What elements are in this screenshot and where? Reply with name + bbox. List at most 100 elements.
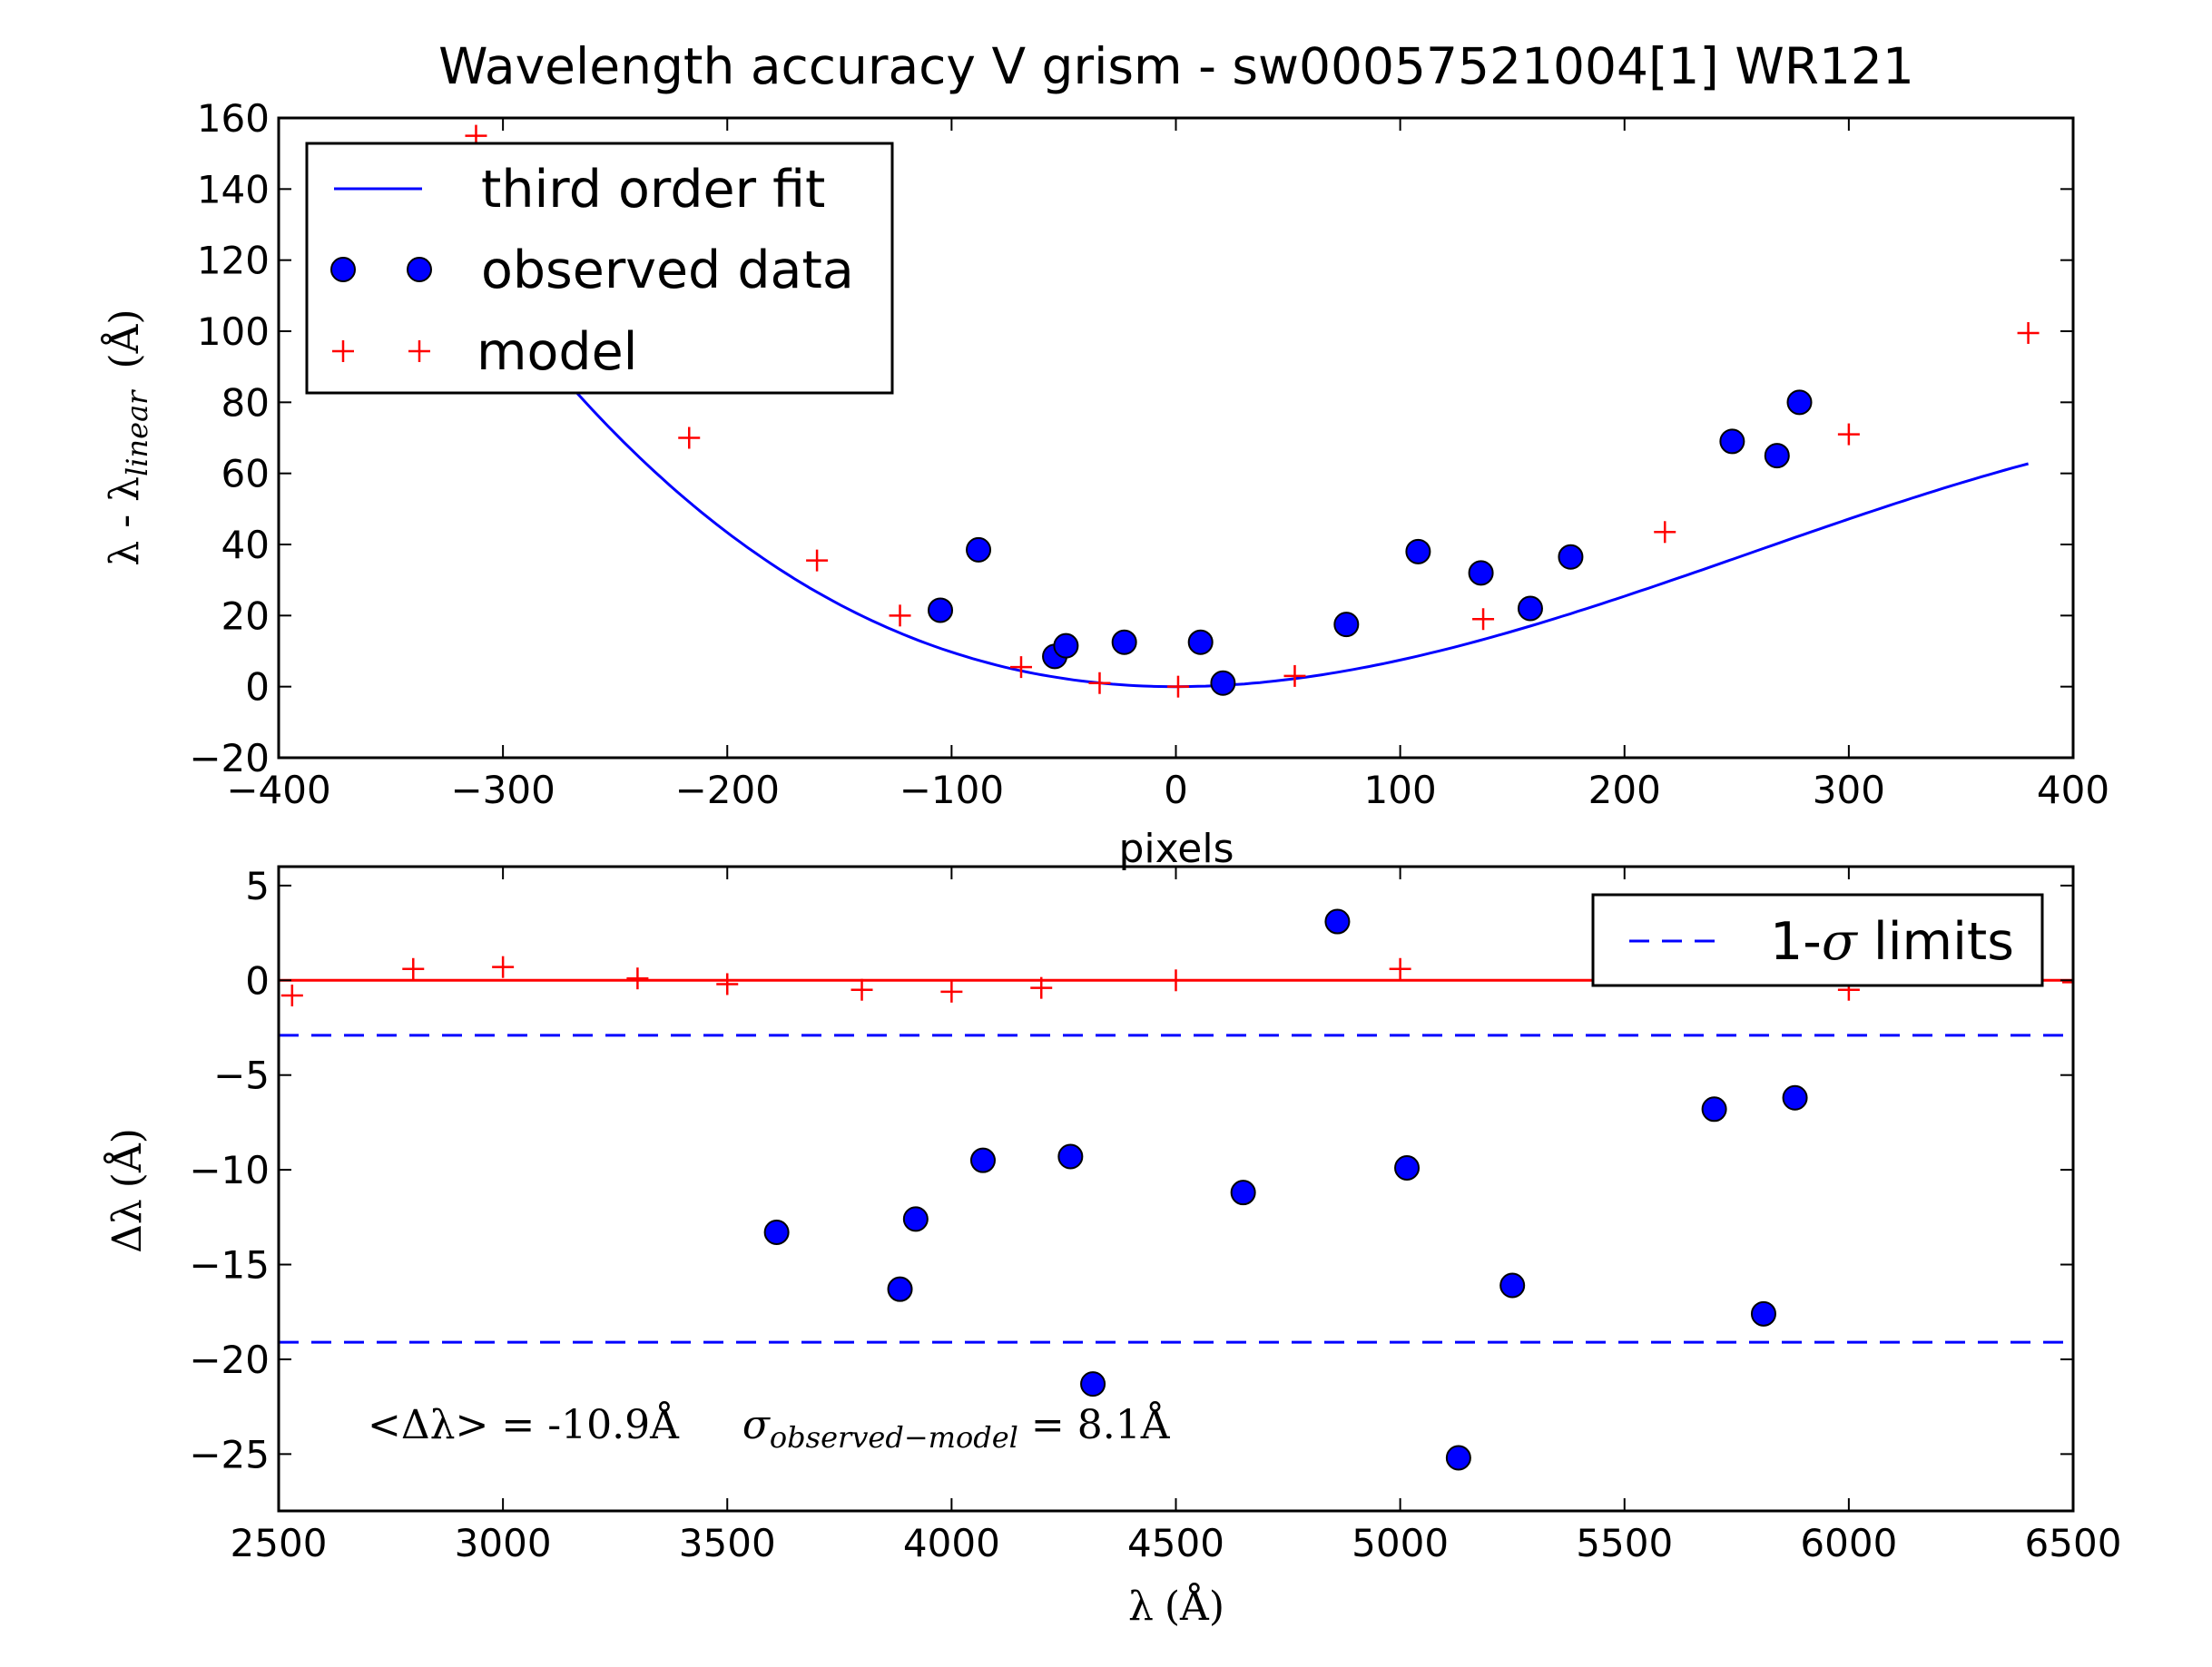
residual-model-point-9 [1389, 957, 1411, 980]
bottom-xtick-label-0: 2500 [231, 1521, 328, 1565]
residual-model-point-6 [940, 980, 963, 1003]
model-point-4 [1009, 656, 1032, 679]
top-x-axis-label: pixels [1118, 826, 1234, 872]
top-xtick-label-2: −200 [675, 768, 780, 812]
model-point-2 [806, 549, 829, 572]
residual-observed-point-7 [1324, 908, 1351, 935]
observed-point-4 [1111, 629, 1137, 655]
third-order-fit-line [475, 267, 2029, 689]
top-ytick-label-9: 160 [197, 96, 270, 141]
residual-model-point-5 [850, 978, 873, 1001]
bottom-xtick-label-4: 4500 [1127, 1521, 1224, 1565]
model-point-10 [1837, 423, 1860, 446]
residual-model-point-2 [492, 956, 515, 978]
observed-point-3 [1053, 632, 1079, 659]
observed-point-8 [1405, 538, 1431, 564]
bottom-xtick-label-5: 5000 [1352, 1521, 1449, 1565]
top-axes-frame [277, 116, 2075, 760]
residual-observed-point-0 [763, 1220, 790, 1246]
bottom-y-axis-label: Δλ (Å) [103, 1128, 151, 1253]
bottom-ytick-label-5: 0 [245, 958, 270, 1003]
top-ytick-label-2: 20 [221, 593, 270, 638]
model-point-3 [889, 604, 911, 627]
bottom-ticks: 2500 3000 3500 4000 4500 5000 5500 6000 6500 −25 −… [189, 864, 2121, 1565]
residual-observed-point-10 [1499, 1272, 1526, 1299]
top-legend-box [305, 142, 894, 395]
legend-fit-label: third order fit [481, 160, 825, 220]
bottom-xtick-label-1: 3000 [455, 1521, 552, 1565]
legend-model-marker-1 [332, 340, 354, 362]
legend-sigma-post: limits [1857, 912, 2014, 972]
sigma-value-text: = 8.1Å [1018, 1400, 1171, 1448]
bottom-ytick-label-3: −10 [189, 1148, 270, 1192]
top-xtick-label-6: 200 [1588, 768, 1661, 812]
bottom-xtick-label-3: 4000 [903, 1521, 1000, 1565]
residual-observed-point-13 [1782, 1084, 1808, 1111]
bottom-ytick-label-1: −20 [189, 1338, 270, 1382]
model-point-5 [1088, 672, 1111, 694]
residual-model-point-1 [402, 957, 425, 980]
model-point-9 [1654, 521, 1676, 544]
sigma-symbol: σ [742, 1402, 772, 1448]
bottom-ytick-label-4: −5 [213, 1054, 270, 1098]
top-y-label-sub: linear [120, 389, 154, 476]
residual-observed-point-2 [902, 1206, 929, 1232]
svg-text:λ - λlinear(Å): λ - λlinear (Å) [100, 309, 154, 565]
top-xtick-label-7: 300 [1813, 768, 1885, 812]
top-ticks: −400 −300 −200 −100 0 100 200 300 400−2002040608… [189, 96, 2109, 812]
legend-model-label: model [477, 322, 638, 382]
residual-model-point-0 [280, 985, 303, 1006]
top-ytick-label-8: 140 [197, 167, 270, 211]
mean-offset-text: <Δλ> = -10.9Å [368, 1400, 680, 1448]
observed-point-1 [966, 536, 992, 563]
residual-observed-point-4 [1057, 1143, 1084, 1170]
bottom-xtick-label-8: 6500 [2025, 1521, 2122, 1565]
model-point-8 [1472, 608, 1495, 631]
bottom-x-axis-label: λ (Å) [1128, 1582, 1224, 1630]
observed-point-7 [1333, 612, 1360, 638]
bottom-ytick-label-0: −25 [189, 1432, 270, 1476]
svg-text:λ(Å): λ (Å) [1128, 1582, 1224, 1630]
bottom-xtick-label-6: 5500 [1576, 1521, 1673, 1565]
top-xtick-label-5: 100 [1364, 768, 1437, 812]
top-ytick-label-5: 80 [221, 380, 270, 425]
top-ytick-label-7: 120 [197, 239, 270, 283]
observed-point-13 [1764, 443, 1790, 469]
residual-observed-point-9 [1445, 1445, 1471, 1471]
observed-point-9 [1468, 560, 1494, 586]
top-xtick-label-1: −300 [450, 768, 555, 812]
model-point-1 [678, 427, 701, 449]
top-ytick-label-6: 100 [197, 309, 270, 354]
residual-model-point-11 [2062, 971, 2073, 994]
top-xtick-label-3: −100 [900, 768, 1004, 812]
statistics-annotation: <Δλ> = -10.9Å σobserved−model = 8.1Å [368, 1400, 1171, 1455]
model-point-11 [2017, 321, 2040, 344]
residual-model-point-8 [1165, 969, 1187, 992]
residual-observed-point-5 [1080, 1371, 1106, 1397]
bottom-legend: 1-σ limits [1591, 893, 2044, 987]
top-ytick-label-0: −20 [189, 736, 270, 780]
observed-point-5 [1187, 629, 1214, 655]
top-legend: third order fit observed data model [305, 142, 894, 395]
observed-point-12 [1719, 428, 1745, 455]
top-y-label-main: λ - λ [102, 476, 148, 566]
model-point-6 [1166, 675, 1189, 698]
observed-point-6 [1210, 670, 1236, 696]
top-y-axis-label: λ - λlinear (Å) [100, 309, 154, 565]
top-plot-area [465, 124, 2040, 698]
observed-point-11 [1558, 544, 1584, 570]
residual-model-point-7 [1030, 976, 1053, 999]
residual-model-point-3 [626, 967, 649, 990]
legend-sigma-pre: 1- [1770, 912, 1822, 972]
residual-observed-point-11 [1701, 1096, 1727, 1123]
top-xtick-label-0: −400 [226, 768, 330, 812]
chart-title: Wavelength accuracy V grism - sw00057521… [438, 37, 1914, 95]
legend-observed-label: observed data [481, 240, 854, 300]
bottom-x-label-main: λ [1128, 1584, 1154, 1630]
residual-observed-point-12 [1750, 1300, 1776, 1327]
top-ytick-label-1: 0 [245, 665, 270, 710]
legend-sigma-symbol: σ [1822, 912, 1859, 972]
legend-sigma-label: 1-σ limits [1770, 912, 2014, 972]
sigma-subscript: observed−model [770, 1420, 1018, 1455]
